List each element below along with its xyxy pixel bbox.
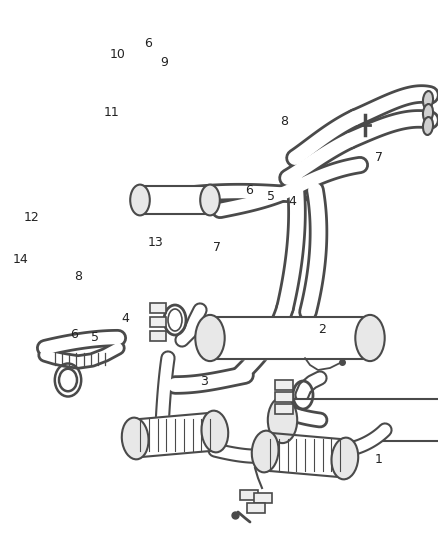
Text: 5: 5 [92,331,99,344]
Ellipse shape [200,184,220,215]
Polygon shape [264,433,346,478]
Text: 2: 2 [318,323,326,336]
Bar [254,493,272,503]
Text: 8: 8 [280,115,288,128]
Bar [150,331,166,341]
Polygon shape [140,186,210,214]
Text: 14: 14 [13,253,29,266]
Text: 6: 6 [70,328,78,341]
Bar [275,392,293,402]
Ellipse shape [332,438,358,479]
Ellipse shape [195,315,225,361]
Ellipse shape [122,418,148,459]
Polygon shape [210,317,370,359]
Ellipse shape [355,315,385,361]
Text: 6: 6 [144,37,152,50]
Text: 9: 9 [160,56,168,69]
Bar [275,380,293,390]
Text: 10: 10 [110,48,125,61]
Text: 1: 1 [375,453,383,466]
Bar [150,317,166,327]
Text: 7: 7 [375,151,383,164]
Bar [150,303,166,313]
Text: 6: 6 [245,184,253,197]
Ellipse shape [130,184,150,215]
Text: 12: 12 [24,211,39,224]
Text: 7: 7 [213,241,221,254]
Text: 13: 13 [148,236,163,249]
Ellipse shape [423,117,433,135]
Text: 11: 11 [104,107,120,119]
Text: 5: 5 [267,190,275,203]
Ellipse shape [423,104,433,122]
Ellipse shape [423,91,433,109]
Bar [247,503,265,513]
Bar [240,490,258,500]
Polygon shape [283,399,438,441]
Text: 4: 4 [289,195,297,208]
Text: 8: 8 [74,270,82,282]
Ellipse shape [252,431,279,472]
Text: 4: 4 [121,312,129,325]
Polygon shape [134,413,216,457]
Ellipse shape [201,410,228,453]
Bar [275,404,293,414]
Ellipse shape [268,397,297,443]
Text: 3: 3 [200,375,208,387]
